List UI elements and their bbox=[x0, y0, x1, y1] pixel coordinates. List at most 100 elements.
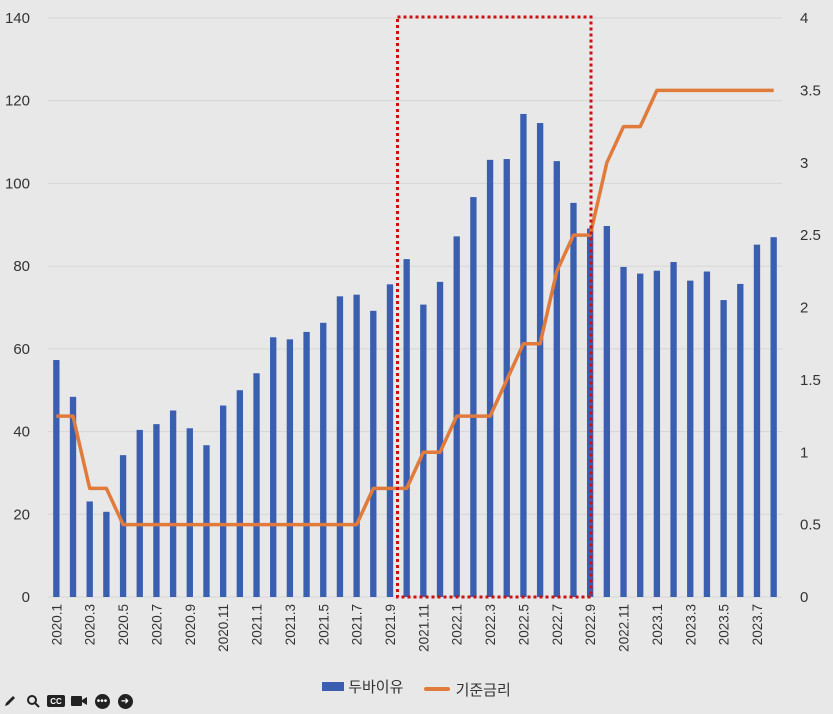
y-left-tick: 80 bbox=[13, 258, 30, 275]
y-right-tick: 1 bbox=[800, 444, 808, 461]
bar-2021.7 bbox=[353, 294, 360, 597]
bar-2021.10 bbox=[403, 259, 410, 597]
x-tick-label: 2022.11 bbox=[617, 604, 632, 652]
cc-label: CC bbox=[47, 695, 65, 707]
bar-2020.1 bbox=[53, 360, 60, 597]
y-left-tick: 100 bbox=[5, 175, 30, 192]
x-tick-label: 2022.5 bbox=[516, 604, 531, 645]
more-icon[interactable]: ••• bbox=[92, 692, 112, 710]
x-tick-label: 2022.9 bbox=[583, 604, 598, 645]
legend-label-rate: 기준금리 bbox=[455, 681, 511, 699]
x-tick-label: 2023.5 bbox=[717, 604, 732, 645]
x-tick-label: 2020.11 bbox=[216, 604, 231, 652]
bar-2022.12 bbox=[637, 273, 644, 597]
y-right-tick: 3 bbox=[800, 155, 808, 172]
bar-2020.6 bbox=[136, 429, 143, 597]
y-axis-left: 0 20 40 60 80 100 120 140 bbox=[5, 10, 30, 606]
interest-rate-line bbox=[56, 88, 774, 527]
camera-icon[interactable] bbox=[69, 692, 89, 710]
y-left-tick: 20 bbox=[13, 506, 30, 523]
y-right-tick: 0.5 bbox=[800, 517, 821, 534]
bar-2021.4 bbox=[303, 331, 310, 597]
bar-2020.7 bbox=[153, 424, 160, 597]
y-right-tick: 2.5 bbox=[800, 227, 821, 244]
y-right-tick: 0 bbox=[800, 589, 808, 606]
bar-2020.8 bbox=[169, 410, 177, 597]
legend-bar-swatch bbox=[322, 682, 345, 691]
bar-2021.9 bbox=[386, 284, 394, 597]
bar-2020.2 bbox=[69, 396, 77, 597]
x-tick-label: 2023.1 bbox=[650, 604, 665, 645]
bar-2020.10 bbox=[203, 445, 210, 597]
bar-2021.1 bbox=[253, 373, 260, 597]
y-left-tick: 60 bbox=[13, 341, 30, 358]
highlight-box bbox=[396, 15, 593, 599]
y-axis-right: 0 0.5 1 1.5 2 2.5 3 3.5 4 bbox=[800, 10, 821, 606]
y-left-tick: 120 bbox=[5, 93, 30, 110]
bar-2022.5 bbox=[520, 113, 527, 597]
legend: 두바이유 기준금리 bbox=[0, 676, 833, 700]
x-tick-label: 2023.3 bbox=[683, 604, 698, 645]
bar-2021.12 bbox=[436, 281, 444, 597]
chart-toolbar: CC ••• ➜ bbox=[0, 691, 138, 711]
y-right-tick: 2 bbox=[800, 300, 808, 317]
bar-2023.4 bbox=[703, 271, 711, 597]
y-right-tick: 4 bbox=[800, 10, 808, 27]
bar-2022.3 bbox=[486, 159, 494, 598]
pencil-icon[interactable] bbox=[0, 692, 20, 710]
bar-series bbox=[53, 113, 777, 598]
x-tick-label: 2022.1 bbox=[450, 604, 465, 645]
bar-2020.4 bbox=[103, 511, 110, 597]
x-tick-label: 2021.1 bbox=[250, 604, 265, 645]
bar-2021.8 bbox=[370, 310, 377, 597]
bar-2020.3 bbox=[86, 501, 93, 597]
x-tick-label: 2020.1 bbox=[49, 604, 64, 645]
bar-2023.2 bbox=[670, 262, 677, 597]
bar-2020.11 bbox=[219, 405, 227, 597]
bar-2022.8 bbox=[570, 202, 577, 597]
y-right-tick: 1.5 bbox=[800, 372, 821, 389]
arrow-icon[interactable]: ➜ bbox=[115, 692, 135, 710]
x-tick-label: 2020.7 bbox=[149, 604, 164, 645]
bar-2022.11 bbox=[620, 266, 627, 597]
x-tick-label: 2020.9 bbox=[183, 604, 198, 645]
cc-icon[interactable]: CC bbox=[46, 692, 66, 710]
y-left-tick: 40 bbox=[13, 424, 30, 441]
bar-2023.3 bbox=[687, 280, 694, 597]
x-tick-label: 2020.5 bbox=[116, 604, 131, 645]
combo-chart: 0 20 40 60 80 100 120 140 0 0.5 1 1.5 2 2.5 3 3.5 4 202… bbox=[5, 10, 821, 652]
legend-line-swatch bbox=[423, 687, 450, 691]
magnifier-icon[interactable] bbox=[23, 692, 43, 710]
legend-item-oil[interactable]: 두바이유 bbox=[322, 676, 403, 697]
x-tick-label: 2022.7 bbox=[550, 604, 565, 645]
bar-2023.8 bbox=[770, 237, 777, 597]
y-left-tick: 0 bbox=[22, 589, 30, 606]
bar-2021.3 bbox=[286, 339, 294, 597]
bar-2022.7 bbox=[553, 161, 560, 598]
x-tick-label: 2020.3 bbox=[83, 604, 98, 645]
y-right-tick: 3.5 bbox=[800, 82, 821, 99]
x-tick-label: 2021.3 bbox=[283, 604, 298, 645]
bar-2020.12 bbox=[236, 390, 244, 597]
bar-2021.6 bbox=[336, 296, 344, 597]
bar-2023.7 bbox=[753, 244, 761, 597]
x-tick-label: 2023.7 bbox=[750, 604, 765, 645]
legend-item-rate[interactable]: 기준금리 bbox=[423, 679, 511, 700]
legend-label-oil: 두바이유 bbox=[348, 679, 404, 696]
bar-2022.10 bbox=[603, 226, 611, 597]
bar-2023.1 bbox=[653, 270, 661, 597]
bar-2022.6 bbox=[536, 123, 544, 597]
y-left-tick: 140 bbox=[5, 10, 30, 27]
x-tick-label: 2021.11 bbox=[416, 604, 431, 652]
x-tick-label: 2021.5 bbox=[316, 604, 331, 645]
x-tick-label: 2022.3 bbox=[483, 604, 498, 645]
x-axis: 2020.1 2020.3 2020.5 2020.7 2020.9 2020.11 202… bbox=[49, 604, 765, 652]
bar-2023.6 bbox=[737, 283, 744, 597]
bar-2023.5 bbox=[720, 300, 727, 597]
bar-2020.9 bbox=[186, 428, 193, 597]
x-tick-label: 2021.9 bbox=[383, 604, 398, 645]
bar-2021.2 bbox=[270, 337, 277, 597]
bar-2022.2 bbox=[470, 197, 477, 598]
bar-2021.5 bbox=[320, 322, 327, 597]
x-tick-label: 2021.7 bbox=[350, 604, 365, 645]
